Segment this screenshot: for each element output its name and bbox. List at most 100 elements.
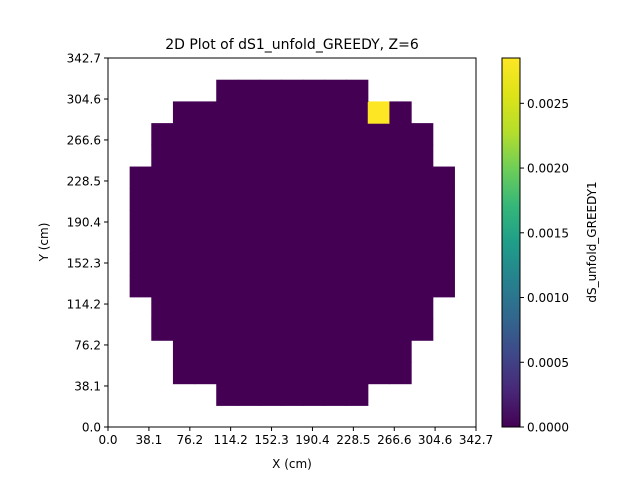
heatmap-cell [367,166,391,189]
heatmap-cell [389,318,412,341]
heatmap-cell [367,209,391,233]
heatmap-cell [346,383,369,406]
heatmap-cell [194,340,217,363]
heatmap-cell [281,383,304,406]
heatmap-cell [151,231,174,254]
heatmap-cell [324,318,347,341]
x-tick-label: 38.1 [136,433,163,447]
heatmap-cell [346,361,369,385]
heatmap-cell [259,166,282,189]
heatmap-cell [129,275,152,298]
colorbar-tick-label: 0.0000 [527,421,569,435]
y-tick-label: 38.1 [74,379,101,393]
heatmap-cell [432,231,455,254]
colorbar-tick-label: 0.0020 [527,162,569,176]
heatmap-cell [411,123,434,146]
heatmap-cell [172,318,196,341]
heatmap-cell [172,123,196,146]
x-axis: 0.0 38.1 76.2 114.2 152.3 190.4 228.5 266.6 304.… [98,427,493,447]
heatmap-cell [302,383,326,406]
x-tick-label: 152.3 [254,433,288,447]
heatmap-cell [411,253,434,276]
heatmap-cell [194,101,217,124]
heatmap-cell [324,166,347,189]
heatmap-cell [194,275,217,298]
heatmap-cell [367,101,391,124]
heatmap-cell [237,361,261,385]
heatmap-cell [259,253,282,276]
heatmap-cell [151,166,174,189]
heatmap-cell [302,144,326,168]
heatmap-cell [172,188,196,211]
heatmap-cell [216,296,239,320]
heatmap-cell [389,253,412,276]
heatmap-cell [389,101,412,124]
y-axis-label: Y (cm) [37,223,51,263]
x-tick-label: 304.6 [418,433,452,447]
heatmap-cell [324,275,347,298]
heatmap-cell [172,253,196,276]
heatmap-cell [302,101,326,124]
heatmap-cell [194,166,217,189]
heatmap-cell [216,188,239,211]
heatmap-cell [324,123,347,146]
heatmap-cell [172,144,196,168]
heatmap-cell [432,188,455,211]
heatmap-cell [151,253,174,276]
heatmap-cell [194,231,217,254]
heatmap-cell [216,340,239,363]
heatmap-cell [367,253,391,276]
heatmap-cell [281,144,304,168]
y-tick-label: 114.2 [67,298,101,312]
heatmap-cell [237,209,261,233]
y-tick-label: 0.0 [82,421,101,435]
heatmap-cell [411,231,434,254]
heatmap-cell [411,188,434,211]
heatmap-cell [367,296,391,320]
heatmap-cell [281,253,304,276]
heatmap-cell [216,253,239,276]
colorbar-tick-label: 0.0015 [527,226,569,240]
heatmap-cell [411,166,434,189]
heatmap-cell [302,275,326,298]
heatmap-cell [216,166,239,189]
heatmap-cell [281,296,304,320]
heatmap-cell [281,101,304,124]
heatmap-cell [194,144,217,168]
heatmap-cell [367,231,391,254]
heatmap-cell [302,361,326,385]
heatmap-cell [302,340,326,363]
heatmap-cell [259,318,282,341]
heatmap-cell [346,340,369,363]
heatmap-cell [324,209,347,233]
heatmap-cell [237,296,261,320]
heatmap-cell [324,383,347,406]
heatmap-cell [346,123,369,146]
heatmap-cell [411,318,434,341]
heatmap-cell [172,231,196,254]
heatmap-cell [259,361,282,385]
heatmap-cell [259,144,282,168]
heatmap-cell [302,318,326,341]
heatmap-cell [129,209,152,233]
heatmap-cell [259,383,282,406]
heatmap-cell [281,318,304,341]
heatmap-cell [237,79,261,103]
heatmap-cell [302,79,326,103]
x-tick-label: 228.5 [336,433,370,447]
heatmap-cell [237,123,261,146]
y-tick-label: 304.6 [67,93,101,107]
heatmap-cell [151,275,174,298]
heatmap-cell [324,296,347,320]
heatmap-cell [346,101,369,124]
heatmap-cell [346,144,369,168]
y-tick-label: 152.3 [67,257,101,271]
heatmap-cell [281,361,304,385]
heatmap-cell [259,275,282,298]
heatmap-cell [324,340,347,363]
heatmap-cell [281,231,304,254]
heatmap-cell [324,101,347,124]
heatmap-cell [259,231,282,254]
heatmap-cell [151,296,174,320]
